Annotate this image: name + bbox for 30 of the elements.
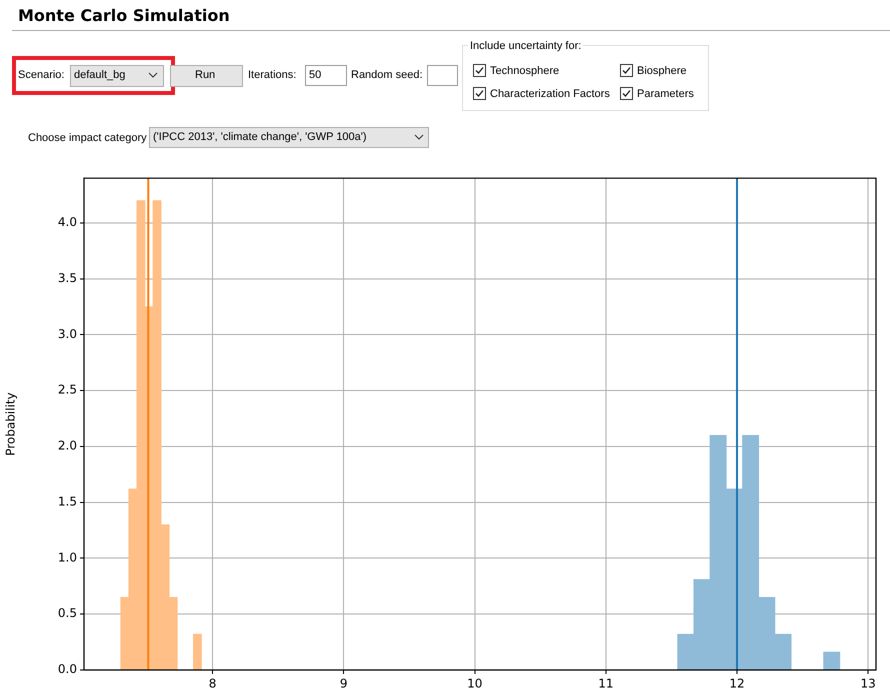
- text: Random seed:: [351, 69, 423, 81]
- x-tick-label: 9: [340, 676, 348, 690]
- text: Scenario:: [18, 69, 64, 81]
- y-tick-label: 0.0: [58, 662, 77, 676]
- x-tick-label: 8: [208, 676, 216, 690]
- text: Technosphere: [490, 65, 560, 77]
- y-tick-label: 0.5: [58, 606, 77, 620]
- text: default_bg: [74, 69, 126, 81]
- y-tick-label: 4.0: [58, 215, 77, 230]
- text: Run: [195, 69, 216, 81]
- text: ('IPCC 2013', 'climate change', 'GWP 100a'): [153, 131, 367, 143]
- x-tick-label: 12: [729, 676, 745, 690]
- text: 50: [309, 69, 322, 81]
- y-tick-label: 1.5: [58, 494, 77, 508]
- y-tick-label: 3.5: [58, 270, 77, 285]
- x-tick-label: 11: [598, 676, 614, 690]
- y-tick-label: 2.0: [58, 438, 77, 453]
- text: Choose impact category: [28, 132, 147, 144]
- x-tick-label: 13: [860, 676, 876, 690]
- y-tick-label: 3.0: [58, 326, 77, 341]
- text: Include uncertainty for:: [468, 40, 584, 52]
- y-tick-label: 2.5: [58, 382, 77, 397]
- text: Parameters: [637, 88, 694, 100]
- chart-title: Monte Carlo Simulation: [18, 6, 230, 25]
- y-tick-label: 1.0: [58, 550, 77, 564]
- text: Iterations:: [248, 69, 296, 81]
- text: Characterization Factors: [490, 88, 610, 100]
- text: Biosphere: [637, 65, 687, 77]
- x-tick-label: 10: [467, 676, 482, 690]
- y-axis-title: Probability: [3, 392, 18, 456]
